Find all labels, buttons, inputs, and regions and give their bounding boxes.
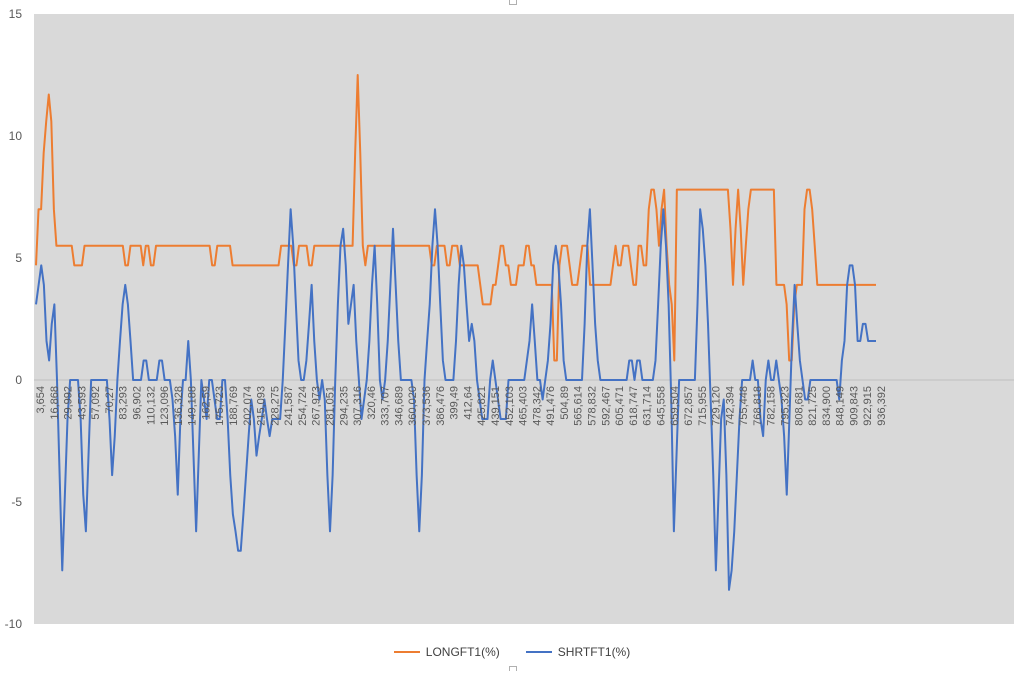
x-tick-label: 834,900 <box>821 386 833 426</box>
y-axis-tick-labels: -10 -5 0 5 10 15 <box>5 7 23 631</box>
x-tick-label: 504,89 <box>559 386 571 420</box>
x-tick-label: 267,973 <box>311 386 323 426</box>
x-tick-label: 162,59 <box>200 386 212 420</box>
x-tick-label: 478,342 <box>531 386 543 426</box>
x-tick-label: 672,857 <box>683 386 695 426</box>
x-tick-label: 565,614 <box>573 386 585 426</box>
x-tick-label: 228,275 <box>269 386 281 426</box>
x-tick-label: 188,769 <box>228 386 240 426</box>
legend-swatch-short <box>525 651 552 653</box>
x-tick-label: 70,27 <box>104 386 116 414</box>
series-layer <box>35 74 876 591</box>
x-tick-label: 936,392 <box>876 386 888 426</box>
x-tick-label: 659,504 <box>669 386 681 426</box>
x-tick-label: 425,821 <box>476 386 488 426</box>
series-line-longft1 <box>35 74 876 362</box>
x-tick-label: 909,843 <box>848 386 860 426</box>
x-tick-label: 83,293 <box>118 386 130 420</box>
x-tick-label: 631,714 <box>642 386 654 426</box>
x-tick-label: 439,151 <box>490 386 502 426</box>
x-tick-label: 281,051 <box>325 386 337 426</box>
x-tick-label: 254,724 <box>297 386 309 426</box>
x-tick-label: 123,096 <box>159 386 171 426</box>
series-line-shrtft1 <box>35 208 876 591</box>
x-axis-tick-labels: 3,654 16,868 29,992 43,593 57,092 70,27 83,293… <box>35 386 888 426</box>
x-tick-label: 768,818 <box>752 386 764 426</box>
legend-swatch-long <box>393 651 420 653</box>
x-tick-label: 578,832 <box>586 386 598 426</box>
x-tick-label: 742,394 <box>724 386 736 426</box>
legend-item-long: LONGFT1(%) <box>393 645 500 659</box>
x-tick-label: 136,328 <box>173 386 185 426</box>
legend-label-long: LONGFT1(%) <box>425 645 500 659</box>
y-tick-label: 5 <box>15 251 22 265</box>
x-tick-label: 333,707 <box>380 386 392 426</box>
x-tick-label: 605,471 <box>614 386 626 426</box>
x-tick-label: 360,020 <box>407 386 419 426</box>
x-tick-label: 922,915 <box>862 386 874 426</box>
x-tick-label: 399,49 <box>449 386 461 420</box>
x-tick-label: 452,103 <box>504 386 516 426</box>
x-tick-label: 412,64 <box>462 386 474 420</box>
x-tick-label: 307,316 <box>352 386 364 426</box>
y-tick-label: 10 <box>9 129 23 143</box>
x-tick-label: 715,955 <box>697 386 709 426</box>
x-tick-label: 110,132 <box>145 386 157 425</box>
legend-item-short: SHRTFT1(%) <box>525 645 631 659</box>
x-tick-label: 645,558 <box>655 386 667 426</box>
chart-selection-handle-bottom[interactable] <box>509 666 517 671</box>
x-tick-label: 808,681 <box>793 386 805 426</box>
x-tick-label: 241,587 <box>283 386 295 426</box>
x-tick-label: 215,093 <box>256 386 268 426</box>
y-tick-label: 0 <box>15 373 22 387</box>
y-tick-label: 15 <box>9 7 23 21</box>
x-tick-label: 294,235 <box>338 386 350 426</box>
x-tick-label: 57,092 <box>90 386 102 420</box>
y-tick-label: -10 <box>5 617 23 631</box>
x-tick-label: 755,448 <box>738 386 750 426</box>
x-tick-label: 491,476 <box>545 386 557 426</box>
y-tick-label: -5 <box>11 495 22 509</box>
x-tick-label: 373,536 <box>421 386 433 426</box>
x-tick-label: 848,149 <box>835 386 847 426</box>
x-tick-label: 795,323 <box>779 386 791 426</box>
x-tick-label: 29,992 <box>63 386 75 420</box>
x-tick-label: 320,46 <box>366 386 378 420</box>
x-tick-label: 346,689 <box>393 386 405 426</box>
x-tick-label: 175,723 <box>214 386 226 426</box>
x-tick-label: 782,158 <box>766 386 778 426</box>
x-tick-label: 3,654 <box>35 386 47 414</box>
x-tick-label: 592,467 <box>600 386 612 426</box>
x-tick-label: 16,868 <box>49 386 61 420</box>
x-tick-label: 821,725 <box>807 386 819 426</box>
x-tick-label: 96,902 <box>132 386 144 420</box>
x-tick-label: 149,188 <box>187 386 199 426</box>
x-tick-label: 43,593 <box>76 386 88 420</box>
x-tick-label: 465,403 <box>518 386 530 426</box>
chart-selection-handle-top[interactable] <box>509 0 517 5</box>
x-tick-label: 618,747 <box>628 386 640 426</box>
x-tick-label: 386,476 <box>435 386 447 426</box>
chart-legend: LONGFT1(%) SHRTFT1(%) <box>0 640 1024 664</box>
legend-label-short: SHRTFT1(%) <box>557 645 631 659</box>
x-tick-label: 202,074 <box>242 386 254 426</box>
plot-area <box>34 14 1014 624</box>
x-tick-label: 729,120 <box>711 386 723 426</box>
